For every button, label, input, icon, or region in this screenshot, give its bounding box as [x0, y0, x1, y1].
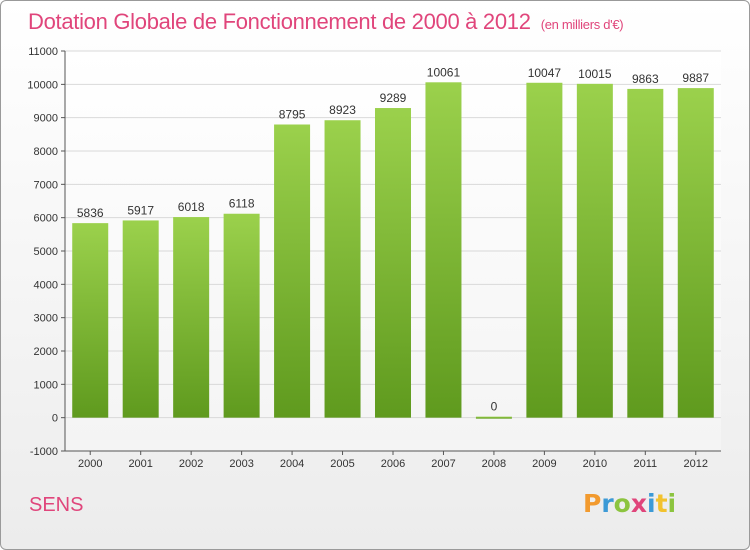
- x-tick-label-2001: 2001: [128, 458, 152, 470]
- logo-letter: P: [583, 489, 602, 518]
- bar-2008: [475, 416, 512, 419]
- bar-2000: [72, 223, 109, 418]
- data-label-2004: 8795: [279, 108, 306, 122]
- y-tick-label: -1000: [30, 446, 58, 458]
- x-tick-label-2011: 2011: [633, 458, 657, 470]
- y-tick-label: 7000: [34, 179, 58, 191]
- logo-letter: i: [667, 489, 677, 518]
- data-label-2000: 5836: [77, 206, 104, 220]
- logo-letter: t: [655, 489, 668, 518]
- data-label-2007: 10061: [427, 65, 461, 79]
- commune-name: SENS: [29, 494, 84, 516]
- data-label-2010: 10015: [578, 67, 612, 81]
- chart-title: Dotation Globale de Fonctionnement de 20…: [28, 9, 624, 34]
- bar-2010: [576, 83, 613, 418]
- bar-2009: [526, 82, 563, 418]
- bar-2011: [627, 88, 664, 418]
- proxiti-logo: Proxiti: [583, 489, 676, 518]
- x-tick-label-2010: 2010: [583, 458, 607, 470]
- bar-2002: [173, 217, 210, 418]
- data-label-2009: 10047: [528, 66, 562, 80]
- x-tick-label-2006: 2006: [381, 458, 405, 470]
- data-label-2008: 0: [491, 400, 498, 414]
- x-tick-label-2008: 2008: [482, 458, 506, 470]
- x-tick-label-2012: 2012: [684, 458, 708, 470]
- y-tick-label: 2000: [34, 346, 58, 358]
- y-tick-label: 6000: [34, 213, 58, 225]
- data-label-2002: 6018: [178, 200, 205, 214]
- data-label-2005: 8923: [329, 103, 356, 117]
- logo-letter: o: [613, 489, 631, 518]
- y-tick-label: 11000: [28, 46, 58, 58]
- bar-2001: [122, 220, 159, 418]
- logo-letter: r: [601, 489, 614, 518]
- y-tick-label: 10000: [27, 79, 58, 91]
- y-tick-label: 0: [52, 413, 58, 425]
- bar-2005: [324, 120, 361, 418]
- logo-letter: x: [630, 489, 647, 518]
- data-label-2006: 9289: [380, 91, 407, 105]
- x-tick-label-2000: 2000: [78, 458, 102, 470]
- y-tick-label: 5000: [34, 246, 58, 258]
- bar-2003: [223, 213, 260, 418]
- x-tick-label-2003: 2003: [229, 458, 253, 470]
- x-tick-label-2009: 2009: [532, 458, 556, 470]
- data-label-2011: 9863: [632, 72, 659, 86]
- x-tick-label-2007: 2007: [431, 458, 455, 470]
- x-tick-label-2002: 2002: [179, 458, 203, 470]
- x-tick-label-2004: 2004: [280, 458, 304, 470]
- chart-subtitle: (en milliers d'€): [540, 17, 624, 32]
- bar-2006: [375, 108, 411, 418]
- data-label-2001: 5917: [127, 203, 154, 217]
- y-tick-label: 8000: [34, 146, 58, 158]
- bar-2007: [425, 82, 462, 418]
- y-tick-label: 4000: [34, 279, 58, 291]
- bar-2012: [677, 88, 714, 418]
- x-tick-label-2005: 2005: [330, 458, 354, 470]
- data-label-2012: 9887: [682, 71, 709, 85]
- bar-2004: [274, 124, 311, 418]
- y-tick-label: 9000: [34, 113, 58, 125]
- y-tick-label: 1000: [34, 379, 58, 391]
- logo-letter: i: [647, 489, 656, 518]
- y-tick-label: 3000: [34, 313, 58, 325]
- data-label-2003: 6118: [229, 197, 255, 211]
